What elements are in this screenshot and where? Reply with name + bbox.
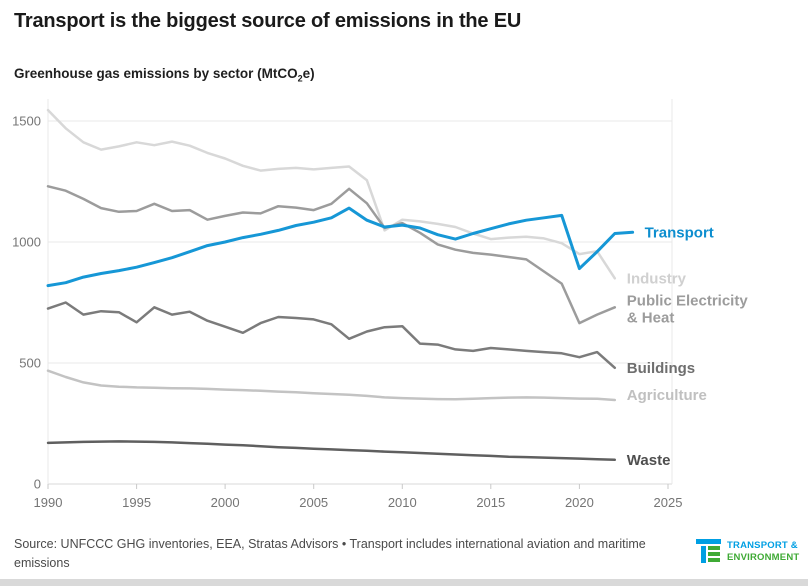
page-title: Transport is the biggest source of emiss… (14, 10, 522, 32)
series-line-industry (46, 108, 617, 280)
subscript-2: 2 (297, 73, 303, 84)
logo-line2: ENVIRONMENT (727, 552, 800, 563)
y-tick-label: 500 (19, 356, 41, 371)
chart-subtitle: Greenhouse gas emissions by sector (MtCO… (14, 66, 315, 84)
x-tick-label: 1990 (34, 495, 63, 510)
series-line-buildings (46, 301, 617, 370)
series-label-transport: Transport (645, 224, 714, 241)
series-label-agriculture: Agriculture (627, 387, 707, 404)
series-label-public-electricity-heat: Public Electricity (627, 292, 749, 309)
logo-line1: TRANSPORT & (727, 540, 798, 551)
series-line-agriculture (46, 369, 617, 402)
x-tick-label: 2000 (211, 495, 240, 510)
series-label-public-electricity-heat: & Heat (627, 309, 675, 326)
x-tick-label: 2020 (565, 495, 594, 510)
source-note: Source: UNFCCC GHG inventories, EEA, Str… (14, 537, 646, 570)
te-logo-icon (696, 539, 722, 565)
x-tick-label: 2010 (388, 495, 417, 510)
series-line-public-electricity-heat (46, 185, 617, 325)
series-line-transport (46, 206, 635, 288)
series-line-waste (46, 440, 617, 462)
series-label-waste: Waste (627, 452, 671, 469)
x-tick-label: 1995 (122, 495, 151, 510)
y-tick-label: 0 (34, 477, 41, 492)
logo-text: TRANSPORT & ENVIRONMENT (727, 540, 799, 564)
series-label-buildings: Buildings (627, 360, 695, 377)
bottom-divider (0, 579, 808, 586)
series-label-industry: Industry (627, 270, 687, 287)
y-tick-label: 1000 (12, 235, 41, 250)
transport-environment-logo: TRANSPORT & ENVIRONMENT (696, 537, 806, 571)
emissions-line-chart: 0 500 1000 1500 1990 1995 2000 2005 2010 2015 2020… (12, 99, 749, 510)
x-tick-label: 2025 (654, 495, 683, 510)
x-tick-label: 2005 (299, 495, 328, 510)
x-tick-label: 2015 (476, 495, 505, 510)
y-tick-label: 1500 (12, 114, 41, 129)
